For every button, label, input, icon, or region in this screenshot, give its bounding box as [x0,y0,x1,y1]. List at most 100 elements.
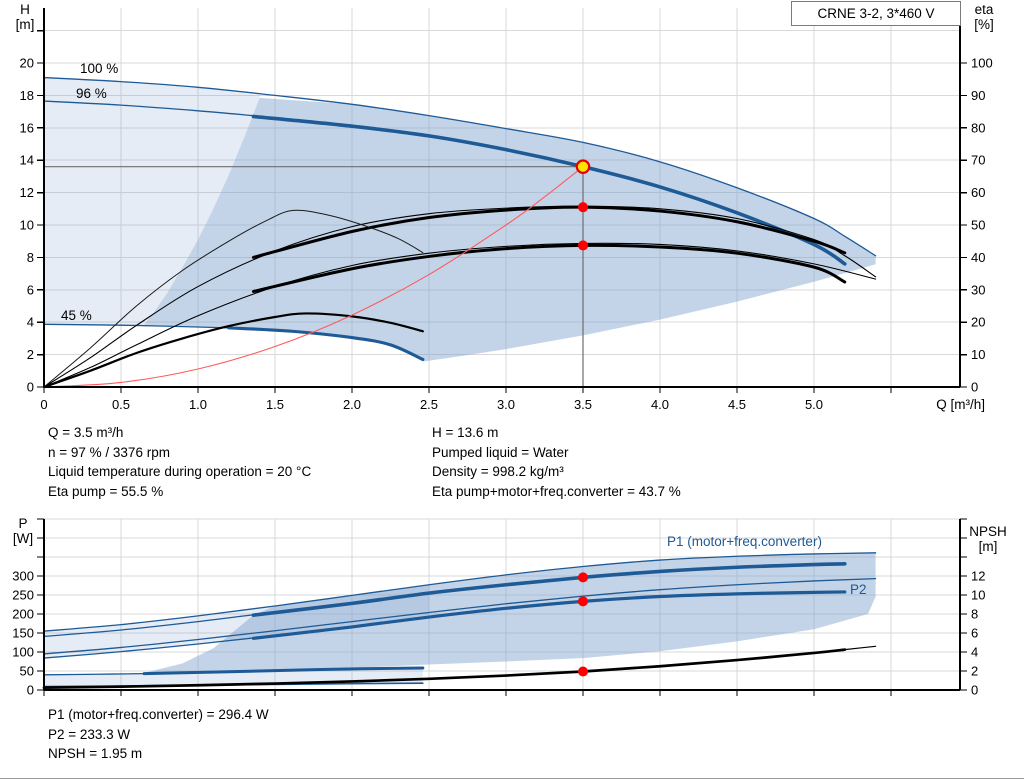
y-left-tick-label: 300 [12,569,34,584]
info-p1: P1 (motor+freq.converter) = 296.4 W [48,707,269,722]
curve-eta-total-100pct [43,242,877,388]
eta-total-point [578,240,588,251]
info-npsh: NPSH = 1.95 m [48,746,143,761]
y-right-tick-label: 20 [971,315,985,330]
y-right-tick-label: 4 [971,645,978,660]
speed-45-label: 45 % [61,308,92,323]
p-axis-symbol: P [18,516,28,531]
y-right-tick-label: 90 [971,88,985,103]
y-right-tick-label: 10 [971,347,985,362]
eta-axis-bracket: [%] [974,17,994,32]
curve-p2-96pct [43,637,255,659]
x-tick-label: 5.0 [805,397,823,412]
y-left-tick-label: 150 [12,626,34,641]
curve-eta-pump-100pct [43,205,877,388]
x-tick-label: 0 [40,397,47,412]
curve-head-45pct-thick [227,326,425,362]
eta-axis-unit: eta [%] [964,2,1004,32]
y-right-tick-label: 0 [971,380,978,395]
curve-p1-45pct-thin [43,673,145,676]
y-left-tick-label: 10 [20,218,34,233]
power-info: P1 (motor+freq.converter) = 296.4 W P2 =… [48,705,269,764]
npsh-axis-bracket: [m] [978,539,998,554]
duty-info-right: H = 13.6 m Pumped liquid = Water Density… [432,423,681,501]
info-eta-total: Eta pump+motor+freq.converter = 43.7 % [432,483,681,499]
y-left-tick-label: 4 [27,315,34,330]
y-right-tick-label: 0 [971,683,978,698]
y-right-tick-label: 80 [971,120,985,135]
chart: 0 50 100 150 200 250 300 0 2 4 6 8 10 12 [12,518,985,698]
y-left-tick-label: 20 [20,56,34,71]
tick-labels: 0 50 100 150 200 250 300 0 2 4 6 8 10 12 [12,569,985,698]
y-left-tick-label: 0 [27,380,34,395]
curve-npsh-curve-tail [844,645,877,651]
tick-marks [37,518,967,696]
p2-curve-label: P2 [850,582,867,597]
y-left-tick-label: 250 [12,588,34,603]
eta-axis-symbol: eta [974,2,994,17]
y-right-tick-label: 6 [971,626,978,641]
curve-eta-pump-45pct [43,209,424,388]
y-right-tick-label: 10 [971,588,985,603]
curve-eta-total-45pct [42,312,424,389]
p1-point [578,572,588,583]
grid-lines [44,518,960,690]
y-left-tick-label: 100 [12,645,34,660]
x-tick-label: 4.0 [651,397,669,412]
p-band-light [44,584,429,659]
info-eta-pump: Eta pump = 55.5 % [48,483,164,499]
q-axis-label: Q [m³/h] [936,397,985,412]
y-right-tick-label: 30 [971,282,985,297]
curve-p1-96pct [43,614,255,638]
p-axis-unit: P [W] [6,516,40,546]
y-right-tick-label: 60 [971,185,985,200]
y-right-tick-label: 40 [971,250,985,265]
pump-type-box: CRNE 3-2, 3*460 V [791,1,961,26]
curve-system-curve [43,166,584,388]
axis-frame [43,519,961,691]
tick-labels: 0 2 4 6 8 10 12 14 16 18 20 0 10 20 30 40 50 60 70 80 90 100 0… [20,56,993,413]
x-tick-label: 1.0 [189,397,207,412]
y-left-tick-label: 50 [20,664,34,679]
window-bottom-border [0,778,1024,779]
info-temperature: Liquid temperature during operation = 20… [48,464,312,479]
chart: 0 2 4 6 8 10 12 14 16 18 20 0 10 20 30 40 50 60 70 80 90 100 0… [20,8,993,412]
duty-markers [578,572,588,677]
p-envelope-dark [144,552,876,673]
curve-p2-100pct [43,578,877,655]
operating-point[interactable] [575,159,591,174]
y-left-tick-label: 6 [27,282,34,297]
shaded-regions [44,77,876,362]
curve-head-100pct [43,76,877,257]
h-axis-bracket: [m] [15,17,35,32]
y-right-tick-label: 50 [971,218,985,233]
duty-markers [575,159,591,251]
curves [42,552,877,689]
curve-p1-100pct [43,552,877,632]
y-right-tick-label: 70 [971,153,985,168]
info-density: Density = 998.2 kg/m³ [432,464,564,479]
npsh-axis-unit: NPSH [m] [960,524,1016,554]
y-right-tick-label: 12 [971,569,985,584]
info-n: n = 97 % / 3376 rpm [48,444,170,460]
duty-info-left: Q = 3.5 m³/h n = 97 % / 3376 rpm Liquid … [48,423,311,501]
y-left-tick-label: 0 [27,683,34,698]
info-q: Q = 3.5 m³/h [48,425,124,440]
curve-head-96pct [43,100,255,117]
y-left-tick-label: 14 [20,153,34,168]
eta-pump-point [578,202,588,213]
speed-96-label: 96 % [76,86,107,101]
envelope-light [44,77,260,325]
npsh-point [578,666,588,677]
curve-npsh-curve [42,648,847,689]
y-left-tick-label: 200 [12,607,34,622]
y-right-tick-label: 8 [971,607,978,622]
x-tick-label: 4.5 [728,397,746,412]
x-tick-label: 3.0 [497,397,515,412]
speed-100-label: 100 % [80,61,119,76]
y-left-tick-label: 16 [20,120,34,135]
y-right-tick-label: 100 [971,56,993,71]
x-tick-label: 3.5 [574,397,592,412]
axis-frame [43,8,961,388]
